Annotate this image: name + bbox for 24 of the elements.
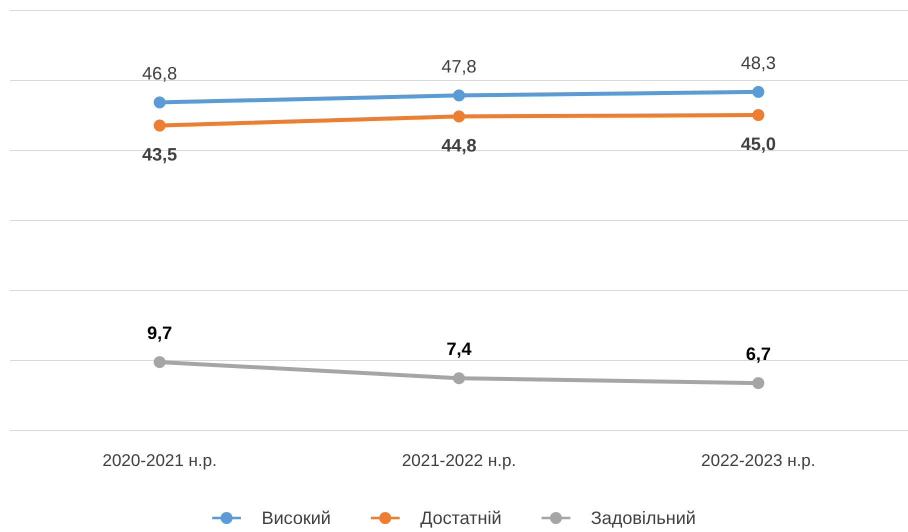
point [154,356,166,368]
data-label: 45,0 [740,134,776,154]
x-tick-label: 2020-2021 н.р. [102,451,217,470]
point [752,377,764,390]
data-label: 7,4 [446,339,472,360]
point [453,89,465,102]
data-label: 43,5 [142,144,178,164]
data-label: 46,8 [142,63,178,84]
point [453,110,465,122]
legend-label: Достатній [420,508,502,528]
legend-label: Задовільний [590,508,696,528]
point [752,109,764,121]
x-tick-label: 2021-2022 н.р. [402,451,516,470]
data-label: 44,8 [441,135,477,156]
legend-label: Високий [262,508,331,528]
data-label: 9,7 [147,323,172,344]
point [154,120,166,132]
data-label: 6,7 [746,344,771,364]
point [453,372,465,384]
data-label: 47,8 [441,56,477,76]
point [752,86,764,98]
data-label: 48,3 [740,52,776,73]
x-tick-label: 2022-2023 н.р. [701,451,816,470]
point [154,96,166,108]
